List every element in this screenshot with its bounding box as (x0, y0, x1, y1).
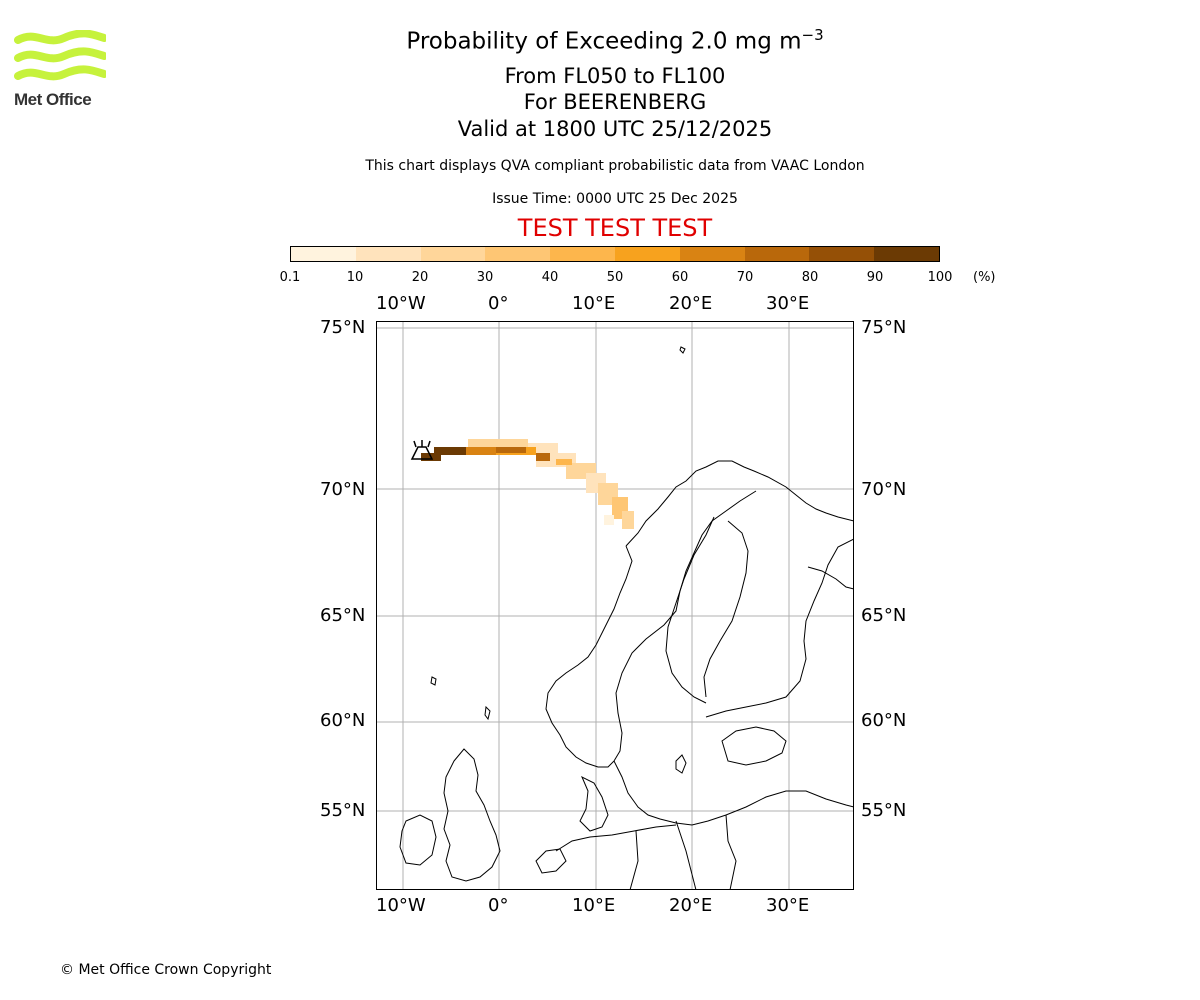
colorbar-segment-3 (485, 247, 551, 261)
coast-great-britain (443, 748, 501, 882)
lon-label-top-0: 0° (488, 293, 509, 314)
colorbar-tick-label: 80 (801, 270, 819, 285)
copyright-notice: © Met Office Crown Copyright (60, 962, 272, 978)
test-banner: TEST TEST TEST (517, 214, 713, 242)
lat-label-left-65n: 65°N (320, 605, 366, 626)
map-frame (376, 321, 854, 890)
lat-label-right-65n: 65°N (861, 605, 907, 626)
lon-label-bottom-30e: 30°E (766, 895, 810, 916)
colorbar-tick-label: 40 (541, 270, 559, 285)
colorbar-tick-label: 50 (606, 270, 624, 285)
title-exponent: −3 (801, 26, 824, 44)
lat-label-left-60n: 60°N (320, 710, 366, 731)
map-gridlines (376, 321, 854, 890)
lon-label-bottom-0: 0° (488, 895, 509, 916)
colorbar-tick-label: 30 (476, 270, 494, 285)
issue-time: Issue Time: 0000 UTC 25 Dec 2025 (492, 191, 738, 207)
plume-cell (622, 511, 634, 529)
chart-title: Probability of Exceeding 2.0 mg m−3 (0, 26, 1200, 55)
colorbar-segment-1 (355, 247, 421, 261)
title-prefix: Probability of Exceeding 2.0 mg m (406, 28, 802, 55)
plume-cell (434, 447, 466, 455)
lon-label-top-10e: 10°E (572, 293, 616, 314)
colorbar-tick-label: 0.1 (279, 270, 301, 285)
coast-denmark (579, 775, 609, 832)
lat-label-left-75n: 75°N (320, 317, 366, 338)
coast-germany (555, 824, 677, 852)
lon-label-top-10w: 10°W (376, 293, 426, 314)
colorbar-unit: (%) (973, 270, 996, 285)
lon-label-bottom-20e: 20°E (669, 895, 713, 916)
colorbar-tick-label: 100 (927, 270, 953, 285)
colorbar-tick-label: 60 (671, 270, 689, 285)
lon-label-bottom-10e: 10°E (572, 895, 616, 916)
lat-label-left-55n: 55°N (320, 800, 366, 821)
colorbar-tick-label: 10 (346, 270, 364, 285)
lat-label-right-60n: 60°N (861, 710, 907, 731)
coast-gotland (675, 754, 687, 774)
coast-jan-mayen (679, 346, 686, 354)
coast-faroe (430, 676, 437, 686)
plume-cell (536, 453, 550, 461)
colorbar-segment-7 (744, 247, 810, 261)
coast-baltic (613, 760, 854, 826)
colorbar-segment-8 (809, 247, 875, 261)
colorbar-segment-2 (420, 247, 486, 261)
lat-label-right-70n: 70°N (861, 479, 907, 500)
colorbar-segment-6 (679, 247, 745, 261)
colorbar-segment-5 (614, 247, 680, 261)
coast-finland (705, 538, 854, 718)
plume-cell (496, 447, 526, 453)
coast-west-norway (545, 545, 633, 768)
border-germany-poland (629, 830, 639, 890)
colorbar-segment-9 (874, 247, 939, 261)
level-range: From FL050 to FL100 (504, 64, 726, 88)
coast-ireland (399, 814, 437, 866)
coast-gulf-bothnia-east (703, 520, 749, 698)
chart-description: This chart displays QVA compliant probab… (365, 158, 865, 174)
plume-cell (468, 439, 528, 447)
colorbar-segment-0 (291, 247, 356, 261)
plume-cell (604, 515, 614, 525)
valid-time: Valid at 1800 UTC 25/12/2025 (457, 117, 773, 141)
colorbar-tick-label: 90 (866, 270, 884, 285)
coast-netherlands (535, 848, 567, 874)
met-office-logo: Met Office (14, 29, 108, 112)
coast-estonia (721, 726, 787, 766)
probability-colorbar (290, 246, 940, 262)
colorbar-segment-4 (550, 247, 615, 261)
coast-white-sea (807, 566, 854, 590)
plume-cell (556, 459, 572, 465)
ash-plume (421, 439, 634, 529)
lon-label-top-20e: 20°E (669, 293, 713, 314)
plume-cell (466, 447, 496, 455)
map-canvas (376, 321, 854, 890)
border-baltics (725, 814, 737, 890)
volcano-name: For BEERENBERG (523, 90, 707, 114)
colorbar-tick-label: 70 (736, 270, 754, 285)
coast-north-norway (625, 460, 854, 547)
lat-label-right-55n: 55°N (861, 800, 907, 821)
coastlines (399, 346, 854, 890)
border-scandinavia (613, 490, 757, 762)
logo-text: Met Office (14, 90, 92, 109)
coast-gulf-bothnia-west (665, 516, 715, 704)
lon-label-top-30e: 30°E (766, 293, 810, 314)
coast-shetland (484, 705, 491, 721)
lat-label-right-75n: 75°N (861, 317, 907, 338)
colorbar-tick-label: 20 (411, 270, 429, 285)
lat-label-left-70n: 70°N (320, 479, 366, 500)
lon-label-bottom-10w: 10°W (376, 895, 426, 916)
met-office-wave-icon (14, 29, 108, 81)
volcano-icon (410, 440, 434, 460)
border-poland (675, 820, 697, 890)
